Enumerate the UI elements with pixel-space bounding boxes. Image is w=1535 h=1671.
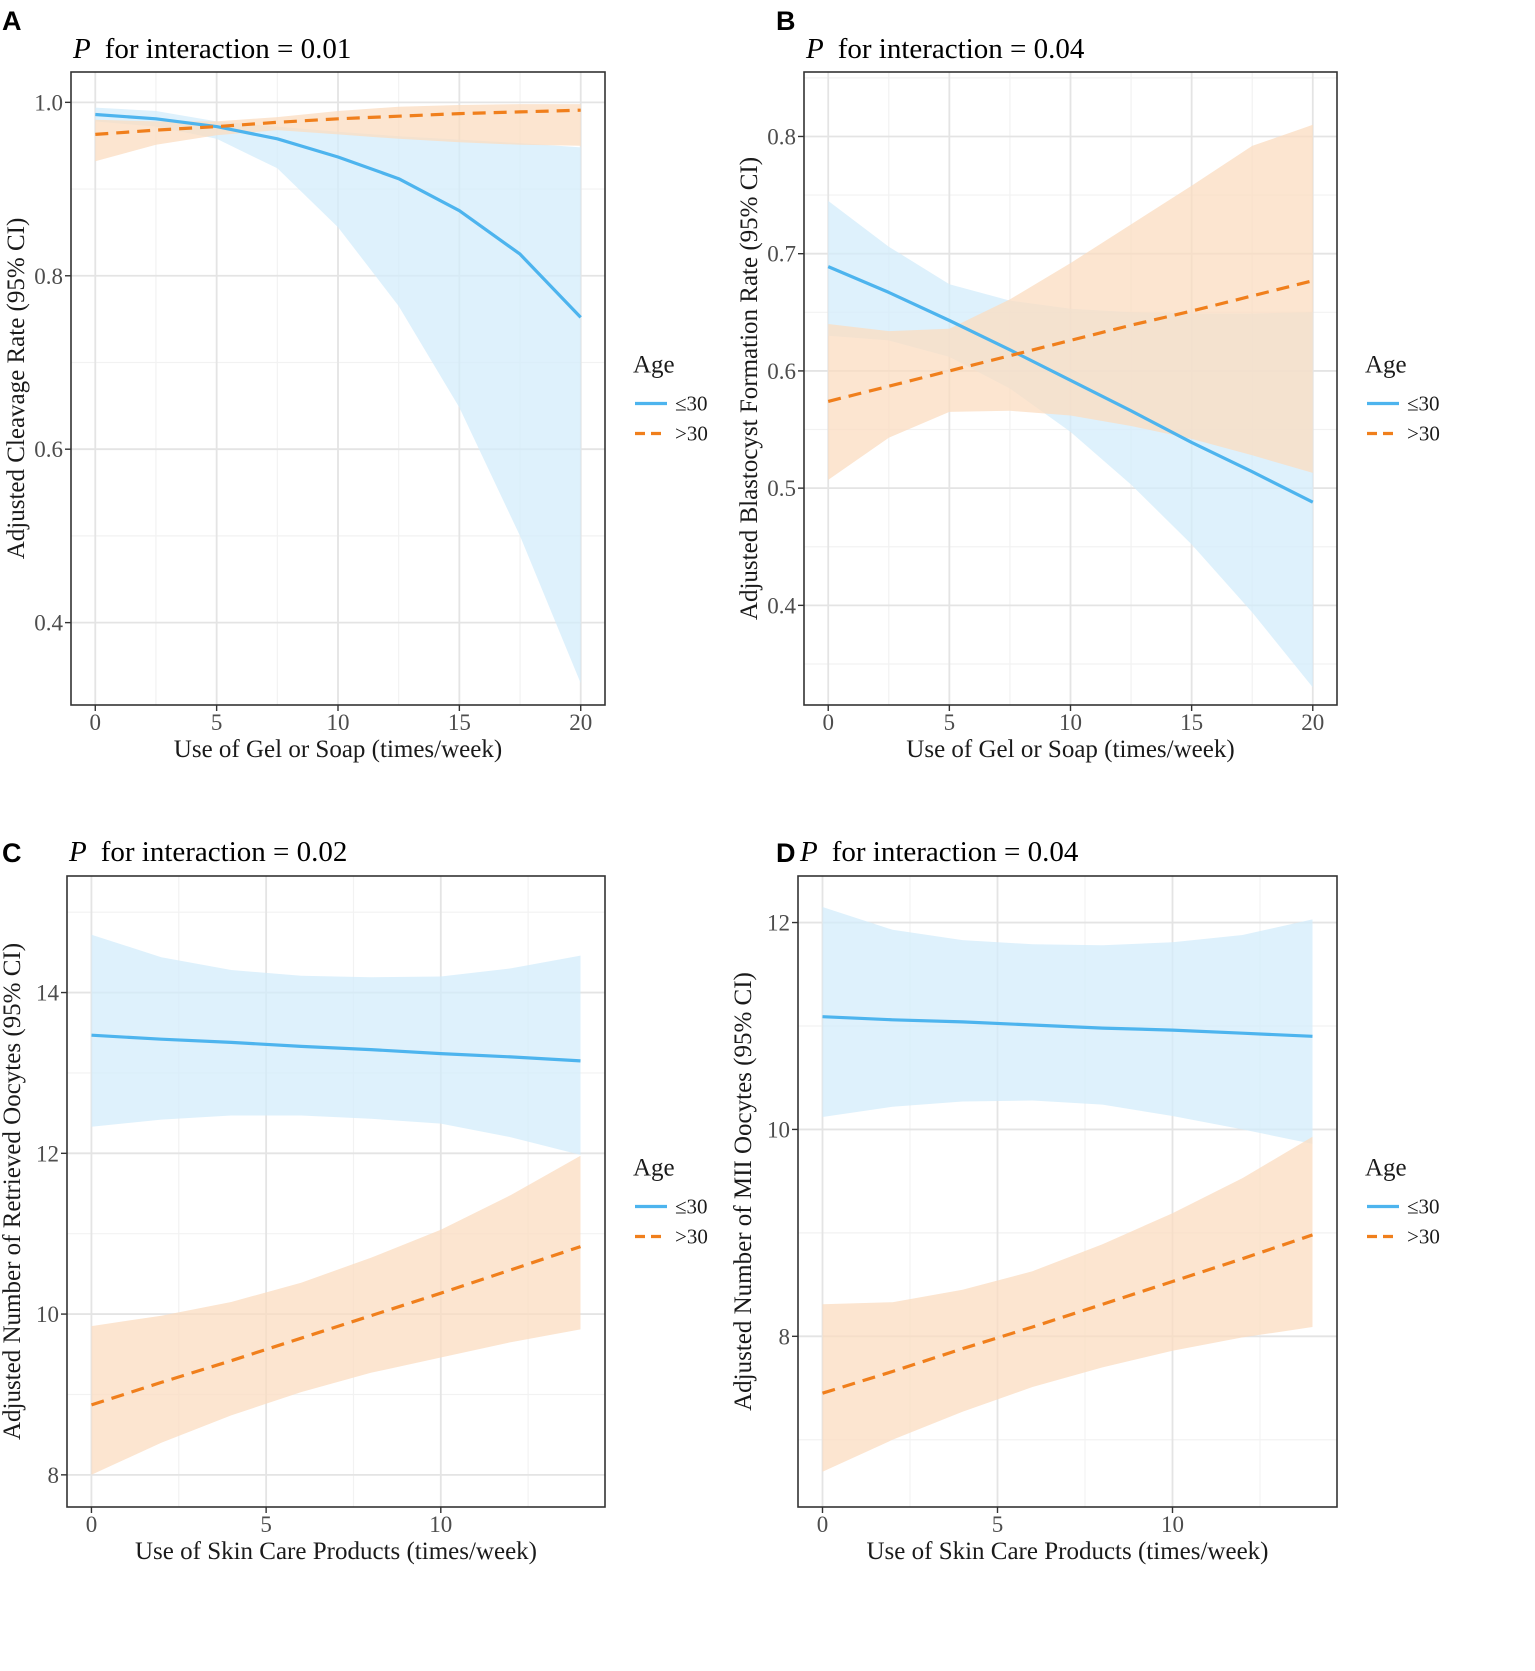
panel-a-ytick-label: 0.4 bbox=[34, 611, 63, 636]
panel-d-xtick-label: 10 bbox=[1161, 1512, 1184, 1537]
panel-b-ytick-label: 0.7 bbox=[767, 242, 796, 267]
panel-d-line-le30 bbox=[822, 1015, 1313, 1038]
panel-d-x-axis-label: Use of Skin Care Products (times/week) bbox=[866, 1538, 1268, 1565]
panel-d-title-p: P bbox=[799, 836, 818, 868]
panel-a-ytick-label: 0.6 bbox=[34, 437, 63, 462]
panel-a-ytick-label: 1.0 bbox=[34, 90, 63, 115]
panel-b-legend-title: Age bbox=[1365, 352, 1407, 379]
panel-c-xtick-label: 0 bbox=[86, 1512, 98, 1537]
panel-a-xtick-label: 0 bbox=[90, 710, 102, 735]
panel-d-xtick-label: 0 bbox=[817, 1512, 829, 1537]
panel-b-ci-band-gt30 bbox=[828, 124, 1313, 480]
panel-a-legend-label-le30: ≤30 bbox=[675, 392, 708, 416]
panel-a-legend-label-gt30: >30 bbox=[675, 422, 708, 446]
panel-b-x-axis-label: Use of Gel or Soap (times/week) bbox=[906, 736, 1234, 763]
panel-c-x-axis-label: Use of Skin Care Products (times/week) bbox=[135, 1538, 537, 1565]
panel-d-title-text: for interaction = 0.04 bbox=[832, 836, 1079, 868]
panel-b-letter: B bbox=[776, 6, 796, 36]
panel-c-ci-band-gt30 bbox=[91, 1155, 581, 1475]
panel-b-xtick-label: 5 bbox=[944, 710, 956, 735]
panel-b-ytick-label: 0.5 bbox=[767, 476, 796, 501]
panel-c-line-gt30 bbox=[91, 1245, 582, 1407]
panel-d-ytick-label: 12 bbox=[767, 911, 790, 936]
panel-c-frame bbox=[66, 875, 606, 1508]
panel-a-legend-title: Age bbox=[633, 352, 675, 379]
panel-a-line-le30 bbox=[95, 112, 582, 319]
panel-a: A P for interaction = 0.01 0 5 10 15 20 0.4 0.6 0.… bbox=[2, 6, 708, 763]
panel-c-y-axis-label: Adjusted Number of Retrieved Oocytes (95… bbox=[0, 943, 26, 1440]
panel-a-ci-band-le30 bbox=[95, 107, 581, 684]
panel-b-xtick-label: 20 bbox=[1301, 710, 1324, 735]
panel-b-xtick-label: 0 bbox=[822, 710, 834, 735]
panel-c-ci-band-le30 bbox=[91, 934, 581, 1155]
panel-d-legend-label-gt30: >30 bbox=[1407, 1225, 1440, 1249]
panel-c-legend-label-gt30: >30 bbox=[675, 1225, 708, 1249]
panel-d-legend-label-le30: ≤30 bbox=[1407, 1195, 1440, 1219]
panel-d-frame bbox=[797, 875, 1338, 1508]
panel-c-ytick-label: 8 bbox=[48, 1463, 60, 1488]
panel-a-plot-area bbox=[95, 104, 582, 684]
panel-a-title-p: P bbox=[72, 33, 91, 65]
panel-b-ytick-label: 0.4 bbox=[767, 593, 796, 618]
panel-c-ytick-label: 14 bbox=[36, 981, 60, 1006]
panel-c-xtick-label: 10 bbox=[429, 1512, 452, 1537]
panel-b-legend-label-gt30: >30 bbox=[1407, 422, 1440, 446]
panel-d-ytick-label: 10 bbox=[767, 1117, 790, 1142]
panel-b-ytick-label: 0.6 bbox=[767, 359, 796, 384]
panel-b-title-text: for interaction = 0.04 bbox=[838, 33, 1085, 65]
panel-a-y-axis-label: Adjusted Cleavage Rate (95% CI) bbox=[3, 218, 30, 560]
panel-d-plot-area bbox=[822, 907, 1314, 1472]
panel-a-xtick-label: 5 bbox=[211, 710, 223, 735]
panel-b-plot-area bbox=[827, 124, 1314, 688]
panel-a-x-axis-label: Use of Gel or Soap (times/week) bbox=[174, 736, 502, 763]
panel-c-line-le30 bbox=[91, 1033, 581, 1063]
panel-c-plot-area bbox=[91, 934, 582, 1475]
panel-b-title-p: P bbox=[805, 33, 824, 65]
panel-c-legend-title: Age bbox=[633, 1155, 675, 1182]
panel-b: BP for interaction = 0.040 5 10 15 200.40.50.… bbox=[736, 6, 1440, 763]
panel-d-line-gt30 bbox=[822, 1233, 1314, 1395]
panel-c-legend-label-le30: ≤30 bbox=[675, 1195, 708, 1219]
panel-d-letter: D bbox=[776, 838, 796, 868]
panel-a-xtick-label: 10 bbox=[327, 710, 350, 735]
panel-c-title-p: P bbox=[68, 836, 87, 868]
panel-d-xtick-label: 5 bbox=[992, 1512, 1004, 1537]
panel-b-xtick-label: 10 bbox=[1059, 710, 1082, 735]
panel-b-ytick-label: 0.8 bbox=[767, 124, 796, 149]
panel-b-line-le30 bbox=[827, 265, 1314, 504]
panel-a-title-text: for interaction = 0.01 bbox=[105, 33, 352, 65]
panel-c-ytick-label: 12 bbox=[36, 1141, 59, 1166]
panel-d-y-axis-label: Adjusted Number of MII Oocytes (95% CI) bbox=[730, 972, 757, 1411]
panel-c-title-text: for interaction = 0.02 bbox=[101, 836, 348, 868]
panel-a-ytick-label: 0.8 bbox=[34, 264, 63, 289]
panel-b-y-axis-label: Adjusted Blastocyst Formation Rate (95% … bbox=[736, 157, 763, 620]
panel-a-xtick-label: 15 bbox=[448, 710, 471, 735]
panel-a-line-gt30 bbox=[95, 108, 581, 136]
panel-b-legend-label-le30: ≤30 bbox=[1407, 392, 1440, 416]
panel-a-ci-band-gt30 bbox=[95, 104, 581, 162]
panel-c-letter: C bbox=[2, 838, 22, 868]
panel-d-legend-title: Age bbox=[1365, 1155, 1407, 1182]
panel-d-ytick-label: 8 bbox=[779, 1324, 791, 1349]
panel-b-xtick-label: 15 bbox=[1180, 710, 1203, 735]
panel-c-ytick-label: 10 bbox=[36, 1302, 59, 1327]
panel-c-xtick-label: 5 bbox=[260, 1512, 272, 1537]
panel-d-ci-band-gt30 bbox=[822, 1136, 1313, 1472]
panel-a-xtick-label: 20 bbox=[569, 710, 592, 735]
panel-a-letter: A bbox=[2, 6, 22, 36]
